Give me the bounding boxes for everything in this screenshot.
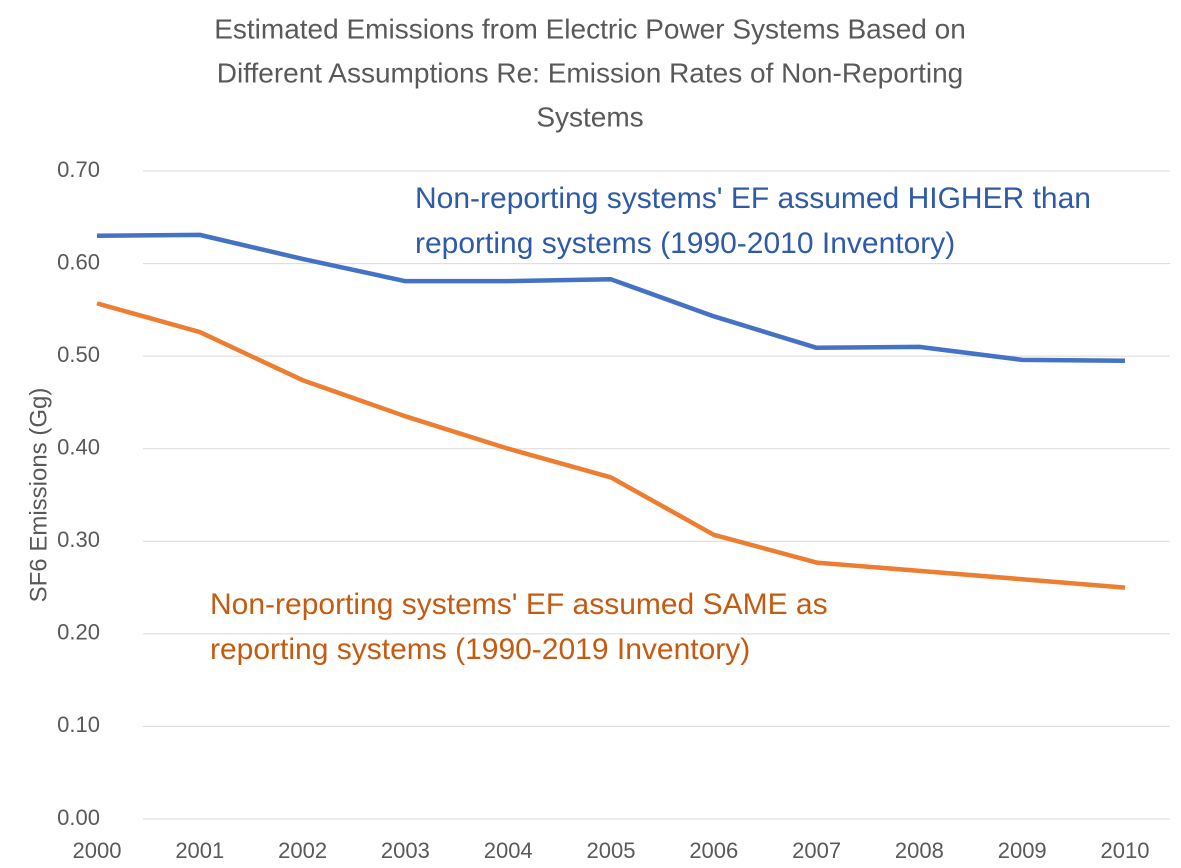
x-tick-label: 2005 — [587, 838, 636, 863]
x-tick-label: 2000 — [73, 838, 122, 863]
y-tick-label: 0.00 — [57, 805, 100, 830]
y-tick-label: 0.50 — [57, 342, 100, 367]
x-tick-label: 2009 — [998, 838, 1047, 863]
x-tick-label: 2001 — [175, 838, 224, 863]
x-tick-label: 2006 — [689, 838, 738, 863]
x-tick-label: 2008 — [895, 838, 944, 863]
chart-title: Different Assumptions Re: Emission Rates… — [217, 57, 963, 88]
annotation: reporting systems (1990-2019 Inventory) — [210, 633, 750, 666]
series-line — [96, 232, 1126, 364]
x-tick-label: 2007 — [792, 838, 841, 863]
annotation: Non-reporting systems' EF assumed HIGHER… — [415, 182, 1091, 215]
x-tick-label: 2010 — [1101, 838, 1150, 863]
x-tick-label: 2004 — [484, 838, 533, 863]
y-tick-label: 0.20 — [57, 620, 100, 645]
y-tick-label: 0.70 — [57, 157, 100, 182]
x-tick-label: 2002 — [278, 838, 327, 863]
y-tick-label: 0.40 — [57, 435, 100, 460]
chart-title: Systems — [536, 101, 643, 132]
annotation: Non-reporting systems' EF assumed SAME a… — [210, 588, 828, 621]
chart-title: Estimated Emissions from Electric Power … — [214, 13, 966, 44]
y-tick-label: 0.10 — [57, 712, 100, 737]
series-line — [96, 301, 1126, 590]
y-axis-label: SF6 Emissions (Gg) — [25, 388, 52, 603]
annotation: reporting systems (1990-2010 Inventory) — [415, 227, 955, 260]
y-tick-label: 0.30 — [57, 527, 100, 552]
x-tick-label: 2003 — [381, 838, 430, 863]
y-tick-label: 0.60 — [57, 249, 100, 274]
